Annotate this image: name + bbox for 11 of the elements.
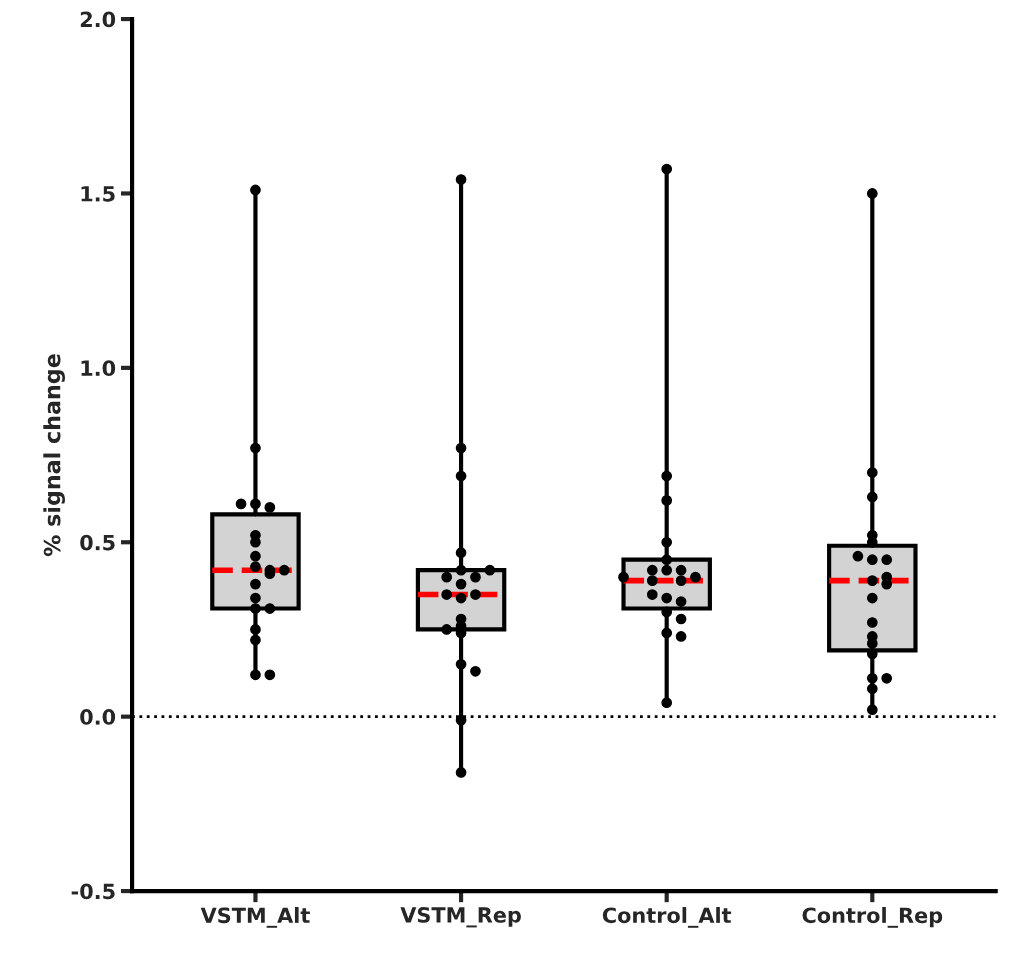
y-tick-label: 0.0 <box>80 709 116 725</box>
y-axis-title: % signal change <box>43 354 65 557</box>
x-tick-label: VSTM_Alt <box>200 907 310 928</box>
y-tick-label: 1.0 <box>81 360 116 377</box>
y-tick-label: 2.0 <box>80 11 116 28</box>
y-tick-label: -0.5 <box>71 883 115 900</box>
x-tick-label: Control_Rep <box>802 907 943 928</box>
y-tick-label: 1.5 <box>81 186 115 202</box>
x-tick-label: VSTM_Rep <box>400 907 521 928</box>
y-tick-label: 0.5 <box>80 534 115 551</box>
x-tick-label: Control_Alt <box>602 907 732 928</box>
